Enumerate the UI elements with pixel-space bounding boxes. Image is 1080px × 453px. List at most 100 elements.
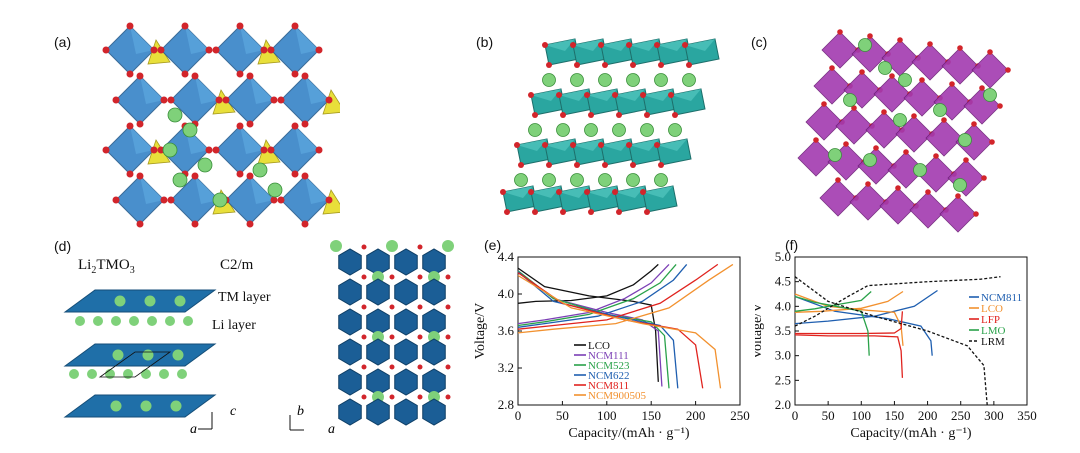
x-tick-label: 200 (686, 408, 706, 423)
octahedron-face (517, 139, 547, 151)
panel-b: (b) (470, 20, 740, 235)
panel-a: (a) (40, 20, 340, 235)
series-line-NCM622-charge (517, 263, 688, 328)
legend-entry: LCO (588, 340, 610, 352)
oxygen-atom (136, 172, 144, 180)
lithium-atom (858, 38, 872, 52)
lithium-atom (668, 123, 682, 137)
oxygen-atom (150, 46, 158, 54)
lithium-atom (167, 107, 183, 123)
lithium-atom (105, 369, 115, 379)
tm-layer-slab (63, 289, 217, 313)
oxygen-atom (843, 141, 849, 147)
lithium-atom (110, 400, 122, 412)
lithium-atom (428, 331, 440, 343)
lithium-atom (654, 173, 668, 187)
octahedron (849, 183, 887, 221)
octahedron-face (531, 186, 561, 198)
oxygen-atom (672, 112, 678, 118)
oxygen-atom (301, 220, 309, 228)
oxygen-atom (389, 394, 395, 400)
lithium-atom (386, 240, 398, 252)
octahedron (941, 47, 979, 85)
oxygen-atom (112, 96, 120, 104)
legend-entry: LCO (981, 303, 1003, 315)
oxygen-atom (315, 46, 323, 54)
y-axis-label: Voltage/V (473, 303, 488, 360)
lithium-atom (598, 173, 612, 187)
oxygen-atom (895, 185, 901, 191)
oxygen-atom (612, 189, 618, 195)
lithium-atom (612, 123, 626, 137)
lithium-atom (933, 103, 947, 117)
axis-a2-label: a (328, 422, 335, 437)
lithium-atom (330, 240, 342, 252)
oxygen-atom (514, 142, 520, 148)
octahedron-face (295, 126, 319, 154)
series-line-LCO-discharge (517, 267, 659, 382)
unit-cell-outline (98, 351, 172, 378)
oxygen-atom (157, 46, 165, 54)
oxygen-atom (616, 209, 622, 215)
lithium-atom (177, 369, 187, 379)
oxygen-atom (686, 62, 692, 68)
lithium-atom (953, 178, 967, 192)
octahedron (805, 103, 843, 141)
series-line-LCO-charge (517, 263, 659, 304)
oxygen-atom (167, 196, 175, 204)
oxygen-atom (212, 146, 220, 154)
oxygen-atom (626, 142, 632, 148)
oxygen-atom (873, 145, 879, 151)
octahedron-face (503, 186, 533, 198)
octahedron-top (366, 338, 390, 366)
octahedron-top (338, 278, 362, 306)
octahedron-face (195, 176, 219, 204)
axis-b-label: b (297, 404, 304, 419)
octahedron-face (545, 139, 575, 151)
tm-layer-slab (63, 343, 217, 367)
oxygen-atom (267, 46, 275, 54)
li-layer-label: Li layer (212, 318, 256, 333)
oxygen-atom (291, 122, 299, 130)
lithium-atom (147, 316, 157, 326)
lithium-atom (183, 316, 193, 326)
lithium-atom (172, 349, 184, 361)
oxygen-atom (542, 142, 548, 148)
octahedron-face (140, 176, 164, 204)
oxygen-atom (911, 113, 917, 119)
legend-entry: NCM523 (588, 360, 630, 372)
octahedron (797, 139, 835, 177)
oxygen-atom (630, 62, 636, 68)
oxygen-atom (277, 96, 285, 104)
octahedron-face (587, 186, 617, 198)
lithium-atom (654, 73, 668, 87)
oxygen-atom (602, 62, 608, 68)
oxygen-atom (654, 142, 660, 148)
x-axis-label: Capacity/(mAh · g⁻¹) (850, 426, 972, 441)
octahedron-face (559, 89, 589, 101)
oxygen-atom (301, 120, 309, 128)
oxygen-atom (981, 175, 987, 181)
octahedron-face (240, 26, 264, 54)
legend-entry: NCM811 (981, 292, 1022, 304)
x-tick-label: 50 (556, 408, 569, 423)
octahedron-face (573, 139, 603, 151)
lithium-atom (75, 316, 85, 326)
legend-entry: NCM622 (588, 370, 630, 382)
oxygen-atom (532, 112, 538, 118)
lithium-atom (843, 93, 857, 107)
oxygen-atom (246, 120, 254, 128)
lithium-atom (123, 369, 133, 379)
octahedron (971, 51, 1009, 89)
oxygen-atom (389, 304, 395, 310)
oxygen-atom (246, 172, 254, 180)
oxygen-atom (167, 96, 175, 104)
oxygen-atom (291, 70, 299, 78)
x-tick-label: 50 (822, 408, 835, 423)
lithium-atom (913, 163, 927, 177)
oxygen-atom (325, 196, 333, 204)
lithium-atom (372, 391, 384, 403)
octahedron-face (305, 176, 329, 204)
lithium-atom (197, 157, 213, 173)
oxygen-atom (997, 103, 1003, 109)
